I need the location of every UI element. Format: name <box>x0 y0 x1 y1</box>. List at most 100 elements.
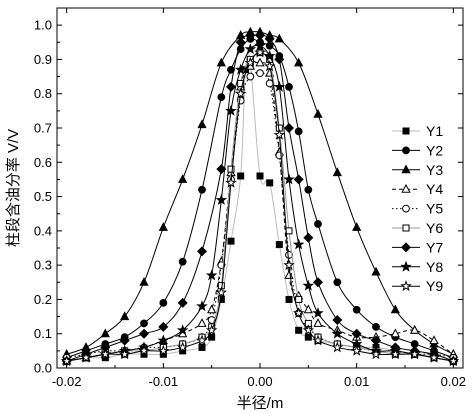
data-point <box>314 220 322 228</box>
y-tick-label: 1.0 <box>34 18 52 33</box>
data-point <box>263 60 276 72</box>
data-point <box>216 164 227 175</box>
data-point <box>235 37 246 48</box>
legend-label: Y1 <box>426 123 443 139</box>
data-point <box>274 33 284 43</box>
data-point <box>215 193 228 205</box>
legend-label: Y9 <box>426 278 443 294</box>
data-point <box>390 328 400 338</box>
series-y9 <box>60 46 460 367</box>
data-point <box>303 304 313 314</box>
data-point <box>352 222 362 231</box>
data-point <box>332 167 342 177</box>
data-point <box>207 304 217 314</box>
data-point <box>266 179 274 187</box>
legend-label: Y6 <box>426 220 443 236</box>
legend-marker <box>402 224 410 232</box>
data-point <box>225 104 237 116</box>
y-tick-label: 0.0 <box>34 361 52 376</box>
data-point <box>237 79 245 87</box>
data-point <box>285 227 293 235</box>
data-point <box>313 318 323 327</box>
data-point <box>350 344 363 356</box>
data-point <box>351 328 362 339</box>
data-point <box>410 325 420 334</box>
data-point <box>176 324 189 336</box>
legend-marker <box>402 127 410 135</box>
data-point <box>254 46 266 58</box>
data-point <box>274 54 285 65</box>
legend-marker <box>402 146 410 155</box>
data-point <box>205 269 218 281</box>
data-point <box>292 307 305 319</box>
data-point <box>331 341 344 353</box>
legend-marker <box>400 242 412 253</box>
data-point <box>389 348 402 360</box>
axis-ticks: -0.02 -0.01 0.00 0.01 0.02 0.0 0.1 0.2 0.3 0.4 0.5… <box>34 8 466 389</box>
data-point <box>234 87 247 99</box>
legend-marker <box>402 204 410 213</box>
data-point <box>215 286 228 298</box>
x-tick-label: 0.00 <box>247 374 272 389</box>
data-point <box>196 246 208 257</box>
data-point <box>304 333 312 341</box>
legend-marker <box>401 164 411 174</box>
data-point <box>331 327 344 339</box>
data-point <box>138 328 150 339</box>
data-point <box>447 355 460 367</box>
data-point <box>332 314 343 326</box>
series-y3 <box>62 26 458 358</box>
data-point <box>371 266 381 276</box>
data-point <box>295 326 303 334</box>
legend-item-y4: Y4 <box>392 181 443 197</box>
data-point <box>178 257 187 266</box>
data-point <box>283 122 295 134</box>
data-point <box>313 109 323 118</box>
data-point <box>139 277 149 286</box>
data-point <box>293 174 304 185</box>
data-point <box>285 250 293 259</box>
legend-item-y7: Y7 <box>392 239 443 255</box>
data-point <box>285 82 293 91</box>
data-point <box>198 343 206 351</box>
data-point <box>244 43 257 55</box>
data-point <box>292 238 305 250</box>
data-point <box>302 279 315 291</box>
data-point <box>138 344 150 356</box>
data-point <box>370 335 382 346</box>
legend-item-y5: Y5 <box>392 201 443 217</box>
y-tick-label: 0.1 <box>34 326 52 341</box>
legend-item-y2: Y2 <box>392 142 443 158</box>
y-tick-label: 0.6 <box>34 155 52 170</box>
data-point <box>263 49 276 61</box>
series-group <box>60 26 460 367</box>
legend-marker <box>401 183 411 193</box>
data-point <box>177 297 188 308</box>
data-point <box>294 57 304 67</box>
data-point <box>217 93 226 102</box>
data-point <box>237 172 245 180</box>
data-point <box>196 334 208 346</box>
x-tick-label: -0.01 <box>149 374 179 389</box>
x-tick-label: -0.02 <box>52 374 82 389</box>
data-point <box>197 119 207 129</box>
data-point <box>255 57 265 67</box>
data-point <box>208 333 216 341</box>
data-point <box>244 56 257 68</box>
y-tick-label: 0.2 <box>34 292 52 307</box>
data-point <box>234 63 247 75</box>
x-axis-label: 半径/m <box>237 395 284 412</box>
data-point <box>304 185 313 194</box>
data-point <box>285 295 293 303</box>
data-point <box>303 232 314 243</box>
data-point <box>283 173 295 185</box>
x-tick-label: 0.01 <box>344 374 369 389</box>
data-point <box>140 319 148 328</box>
data-point <box>227 165 235 173</box>
legend-item-y3: Y3 <box>392 162 443 178</box>
data-point <box>256 69 264 78</box>
data-point <box>225 81 237 92</box>
data-point <box>246 72 255 81</box>
legend-label: Y8 <box>426 259 443 275</box>
